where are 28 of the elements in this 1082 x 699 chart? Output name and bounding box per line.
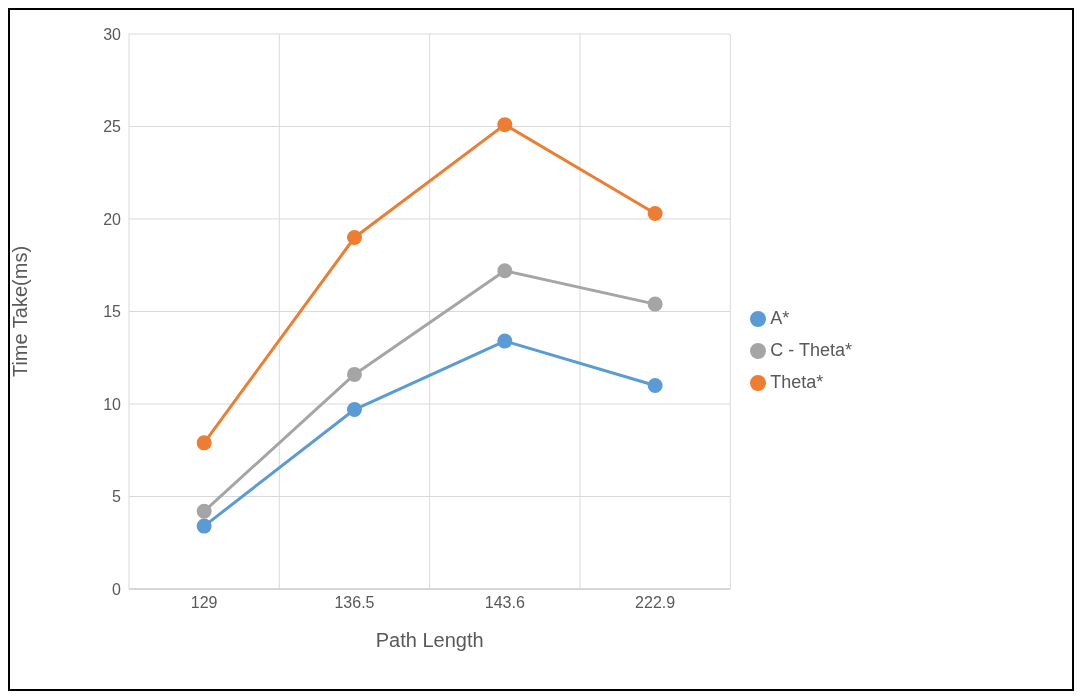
legend-label: C - Theta* (770, 339, 852, 360)
point (196, 518, 212, 534)
y-tick-label: 15 (103, 303, 122, 321)
x-tick-label: 222.9 (635, 594, 676, 612)
point (647, 205, 663, 221)
y-tick-label: 25 (103, 118, 122, 136)
x-tick-label: 129 (190, 594, 218, 612)
y-tick-label: 20 (103, 210, 122, 228)
point (497, 263, 513, 279)
point (647, 378, 663, 393)
y-tick-label: 10 (103, 395, 122, 413)
point (497, 117, 513, 133)
point (196, 435, 212, 451)
point (346, 366, 362, 382)
legend-label: A* (770, 307, 790, 328)
x-tick-label: 136.5 (334, 594, 375, 612)
y-tick-label: 0 (112, 580, 122, 598)
y-tick-label: 30 (103, 25, 122, 43)
point (346, 230, 362, 245)
x-tick-label: 143.6 (484, 594, 525, 612)
x-axis-title: Path Length (375, 629, 484, 651)
point (346, 402, 362, 418)
y-tick-label: 5 (112, 488, 122, 506)
point (647, 296, 663, 312)
legend-label: Theta* (770, 371, 824, 392)
y-axis-title: Time Take(ms) (9, 245, 32, 378)
point (196, 503, 212, 519)
point (497, 333, 513, 349)
